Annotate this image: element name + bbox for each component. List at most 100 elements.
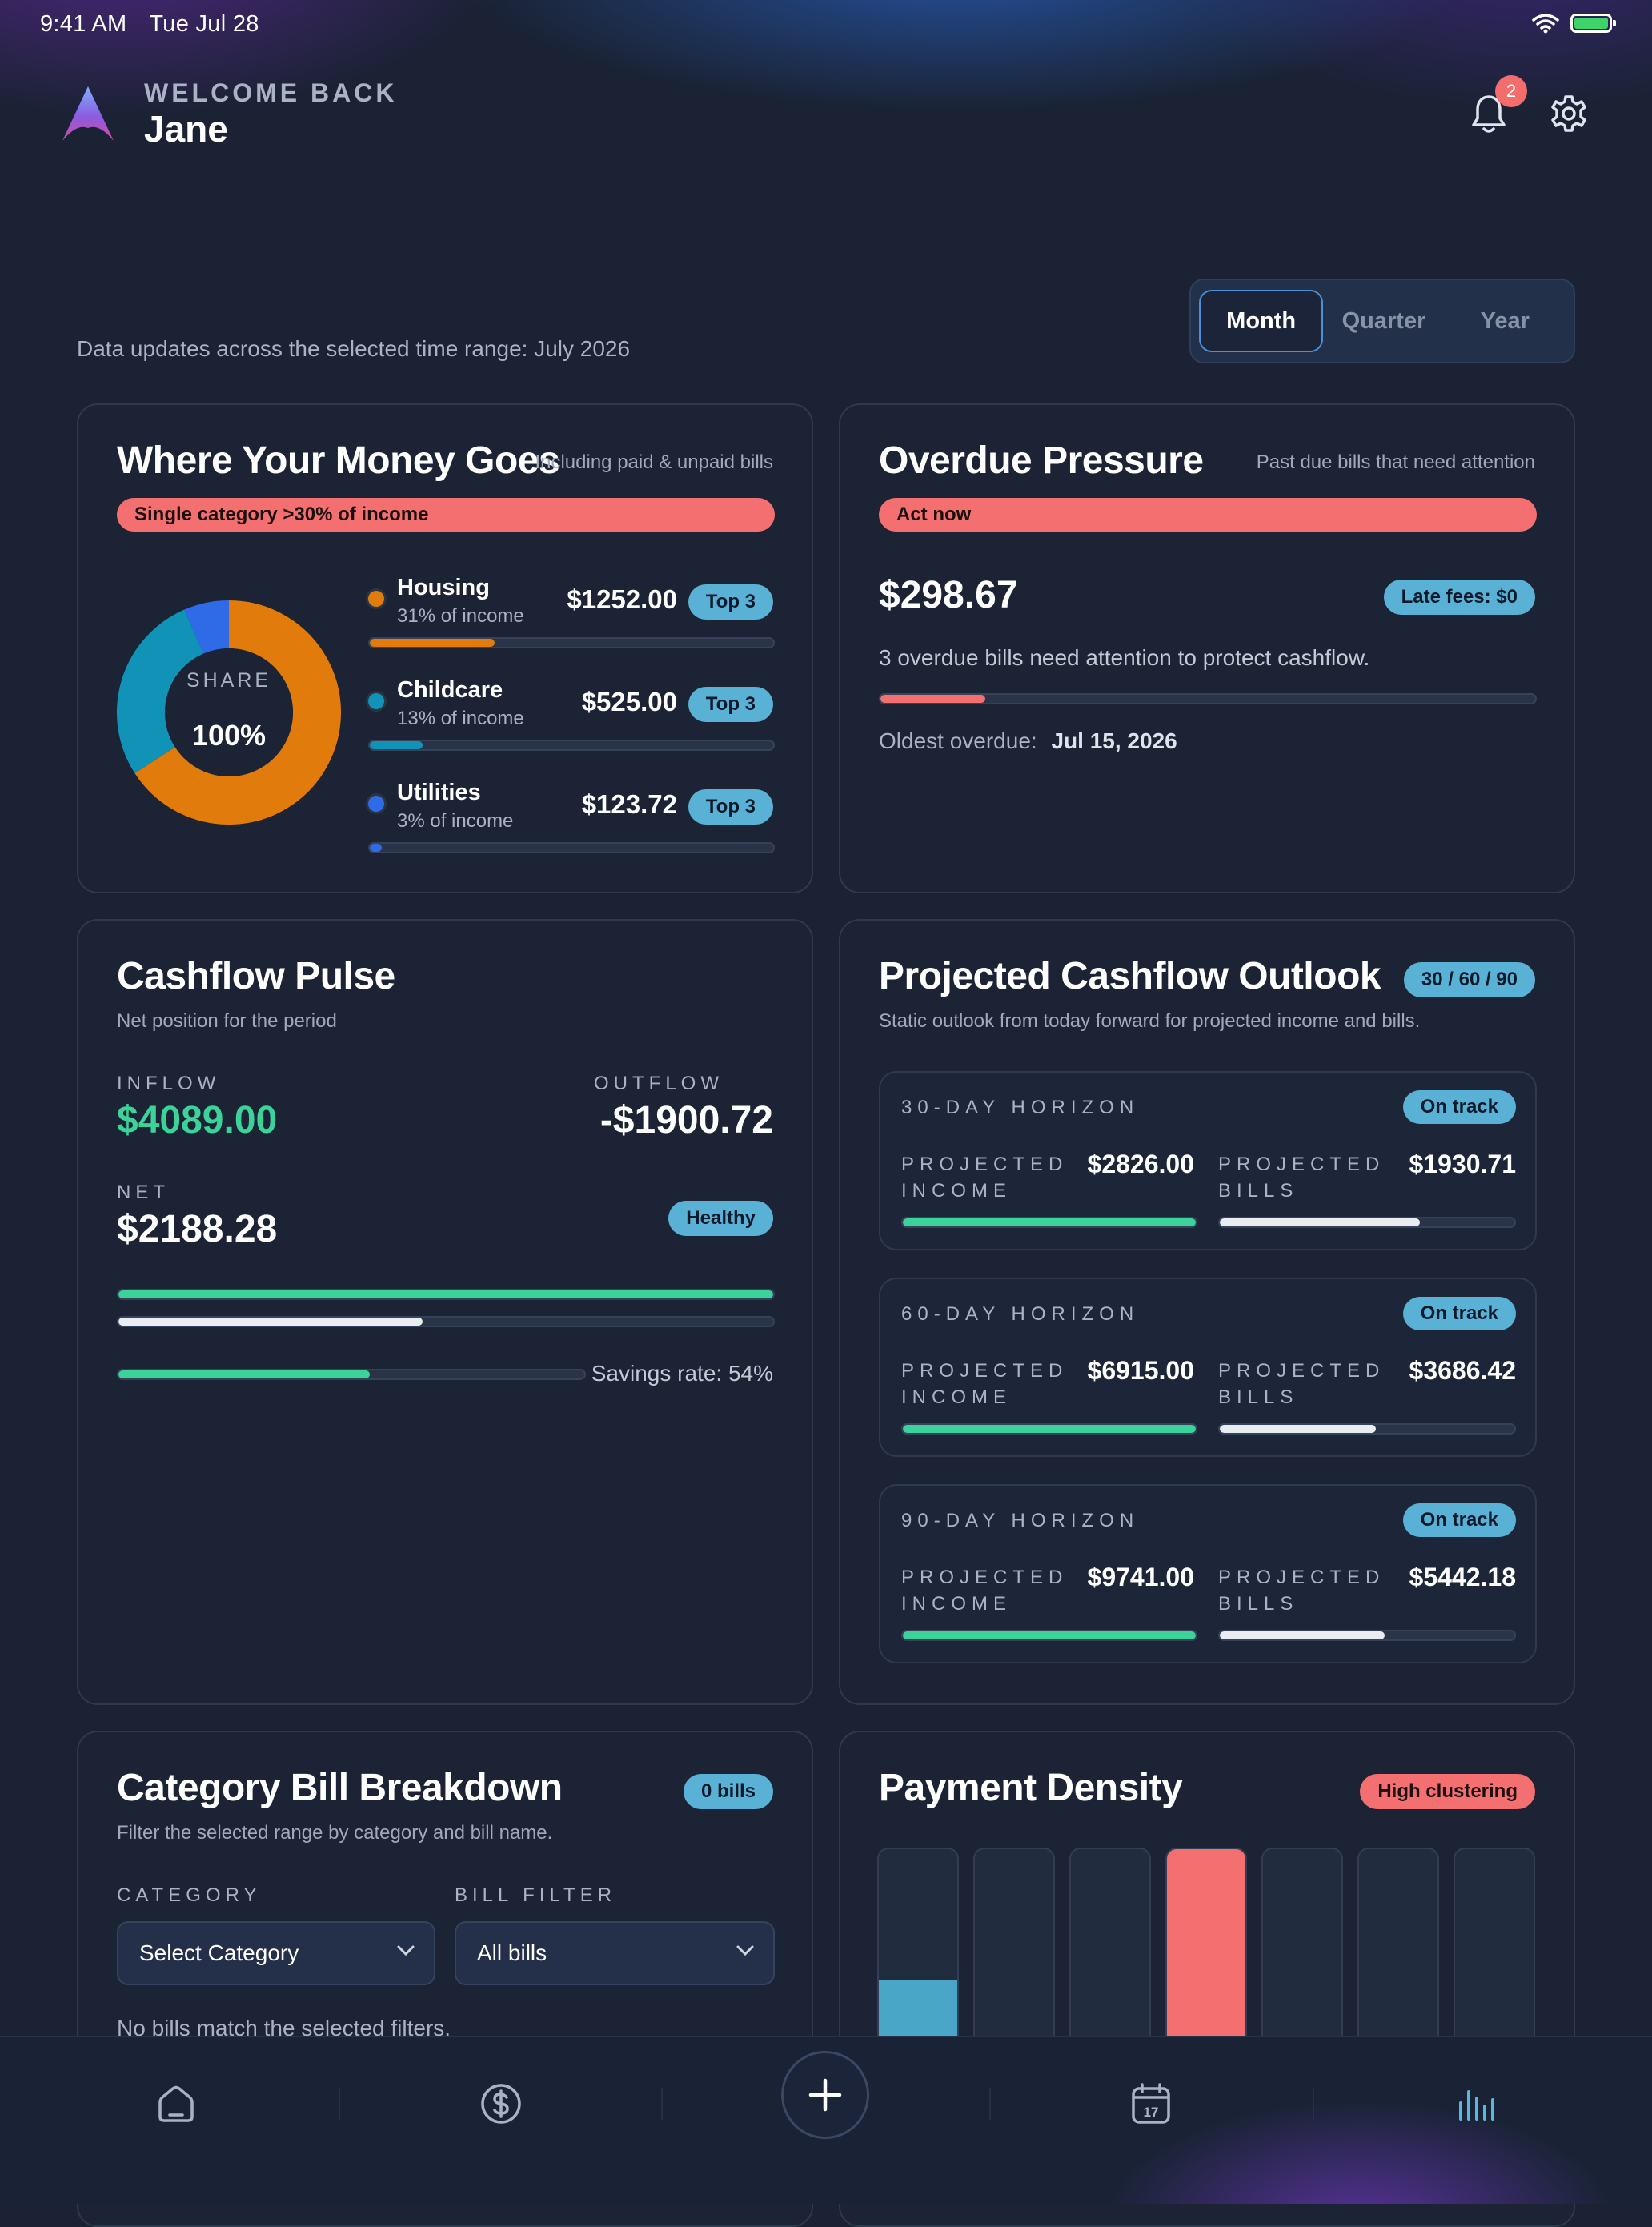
range-option-quarter[interactable]: Quarter (1341, 308, 1426, 334)
add-icon (808, 2078, 842, 2112)
outflow-bar (117, 1316, 775, 1327)
notifications-button[interactable] (1465, 90, 1513, 138)
overdue-alert: Act now (879, 498, 1537, 532)
category-bar (368, 637, 775, 648)
bills-bar (1218, 1630, 1516, 1641)
gear-icon (1551, 95, 1586, 132)
density-column[interactable] (1261, 1848, 1343, 2056)
battery-icon (1570, 14, 1616, 33)
category-name: Housing (397, 575, 490, 600)
money-goes-card: Where Your Money Goes Including paid & u… (77, 403, 813, 893)
projected-income-label: PROJECTED INCOME (901, 1154, 1069, 1202)
nav-home[interactable] (144, 2072, 208, 2136)
calendar-icon: 17 (1132, 2083, 1170, 2124)
oldest-overdue-label: Oldest overdue: (879, 728, 1037, 753)
status-date: Tue Jul 28 (149, 11, 259, 37)
category-select[interactable]: Select Category (117, 1921, 435, 1985)
income-bar (901, 1423, 1197, 1435)
net-value: $2188.28 (117, 1208, 278, 1250)
bill-count-badge: 0 bills (683, 1774, 773, 1809)
empty-state-message: No bills match the selected filters. (117, 2016, 451, 2040)
horizon-title: 30-DAY HORIZON (901, 1097, 1140, 1118)
utilities-dot (368, 796, 384, 812)
top3-badge: Top 3 (688, 687, 773, 722)
calendar-day: 17 (1144, 2105, 1159, 2120)
bills-bar (1218, 1423, 1516, 1435)
savings-rate: Savings rate: 54% (591, 1361, 773, 1386)
horizon-status: On track (1402, 1503, 1516, 1537)
density-column[interactable] (1069, 1848, 1151, 2056)
overdue-amount: $298.67 (879, 574, 1018, 616)
projected-income-label: PROJECTED INCOME (901, 1360, 1069, 1408)
density-title: Payment Density (879, 1767, 1183, 1809)
projected-income: $6915.00 (1087, 1356, 1194, 1385)
projected-income: $9741.00 (1087, 1563, 1194, 1591)
oldest-overdue-date: Jul 15, 2026 (1051, 728, 1177, 753)
bill-filter-select[interactable]: All bills (455, 1921, 775, 1985)
horizon-90[interactable]: 90-DAY HORIZON On track PROJECTED INCOME… (879, 1484, 1537, 1663)
density-column[interactable] (973, 1848, 1055, 2056)
cashflow-status-badge: Healthy (668, 1201, 773, 1236)
overdue-title: Overdue Pressure (879, 439, 1204, 482)
bell-icon (1472, 95, 1506, 133)
money-goes-alert: Single category >30% of income (117, 498, 775, 532)
horizon-title: 60-DAY HORIZON (901, 1303, 1140, 1325)
density-column[interactable] (1454, 1848, 1535, 2056)
settings-button[interactable] (1545, 90, 1593, 138)
horizon-status: On track (1402, 1090, 1516, 1124)
outlook-range-badge: 30 / 60 / 90 (1403, 962, 1535, 997)
category-amount: $1252.00 (567, 584, 677, 614)
wifi-icon (1532, 14, 1559, 34)
donut-hole (165, 648, 293, 776)
dollar-icon (481, 2084, 521, 2124)
status-icons (1532, 13, 1616, 34)
nav-insights[interactable] (1444, 2072, 1508, 2136)
donut-slice-childcare (117, 609, 205, 773)
projected-bills-label: PROJECTED BILLS (1218, 1360, 1385, 1408)
top3-badge: Top 3 (688, 584, 773, 620)
nav-separator (1313, 2088, 1314, 2120)
density-column[interactable] (1165, 1848, 1247, 2056)
range-option-year[interactable]: Year (1480, 308, 1530, 334)
projected-bills: $5442.18 (1409, 1563, 1516, 1591)
cashflow-title: Cashflow Pulse (117, 955, 395, 997)
home-icon (158, 2085, 194, 2122)
bill-filter-value: All bills (477, 1940, 547, 1965)
share-donut-chart (117, 600, 341, 825)
nav-calendar[interactable]: 17 (1119, 2072, 1183, 2136)
projected-bills-label: PROJECTED BILLS (1218, 1154, 1385, 1202)
horizon-60[interactable]: 60-DAY HORIZON On track PROJECTED INCOME… (879, 1278, 1537, 1457)
add-button[interactable] (781, 2051, 869, 2139)
range-option-month[interactable]: Month (1199, 290, 1324, 352)
breakdown-title: Category Bill Breakdown (117, 1767, 563, 1809)
category-filter-label: CATEGORY (117, 1884, 262, 1906)
net-label: NET (117, 1182, 170, 1203)
nav-separator (661, 2088, 663, 2120)
category-amount: $525.00 (581, 687, 677, 716)
clustering-badge: High clustering (1360, 1774, 1535, 1809)
overdue-progress (879, 693, 1537, 704)
late-fees-badge: Late fees: $0 (1383, 580, 1535, 615)
category-bar (368, 740, 775, 751)
bill-filter-label: BILL FILTER (455, 1884, 617, 1906)
horizon-30[interactable]: 30-DAY HORIZON On track PROJECTED INCOME… (879, 1071, 1537, 1250)
app-logo (62, 86, 114, 141)
nav-separator (989, 2088, 991, 2120)
cashflow-card: Cashflow Pulse Net position for the peri… (77, 919, 813, 1705)
inflow-value: $4089.00 (117, 1099, 278, 1142)
chevron-down-icon (736, 1945, 754, 1956)
density-column[interactable] (877, 1848, 959, 2056)
inflow-bar (117, 1289, 775, 1300)
overdue-card: Overdue Pressure Past due bills that nee… (839, 403, 1575, 893)
nav-money[interactable] (469, 2072, 533, 2136)
welcome-label: WELCOME BACK (144, 78, 398, 107)
top3-badge: Top 3 (688, 789, 773, 825)
density-fill (1167, 1849, 1245, 2054)
category-share: 13% of income (397, 708, 524, 729)
outflow-value: -$1900.72 (599, 1099, 773, 1142)
chart-icon (1459, 2090, 1494, 2121)
density-column[interactable] (1357, 1848, 1439, 2056)
money-goes-subtitle: Including paid & unpaid bills (535, 451, 773, 473)
notification-badge: 2 (1495, 75, 1527, 107)
range-note: Data updates across the selected time ra… (77, 336, 631, 361)
